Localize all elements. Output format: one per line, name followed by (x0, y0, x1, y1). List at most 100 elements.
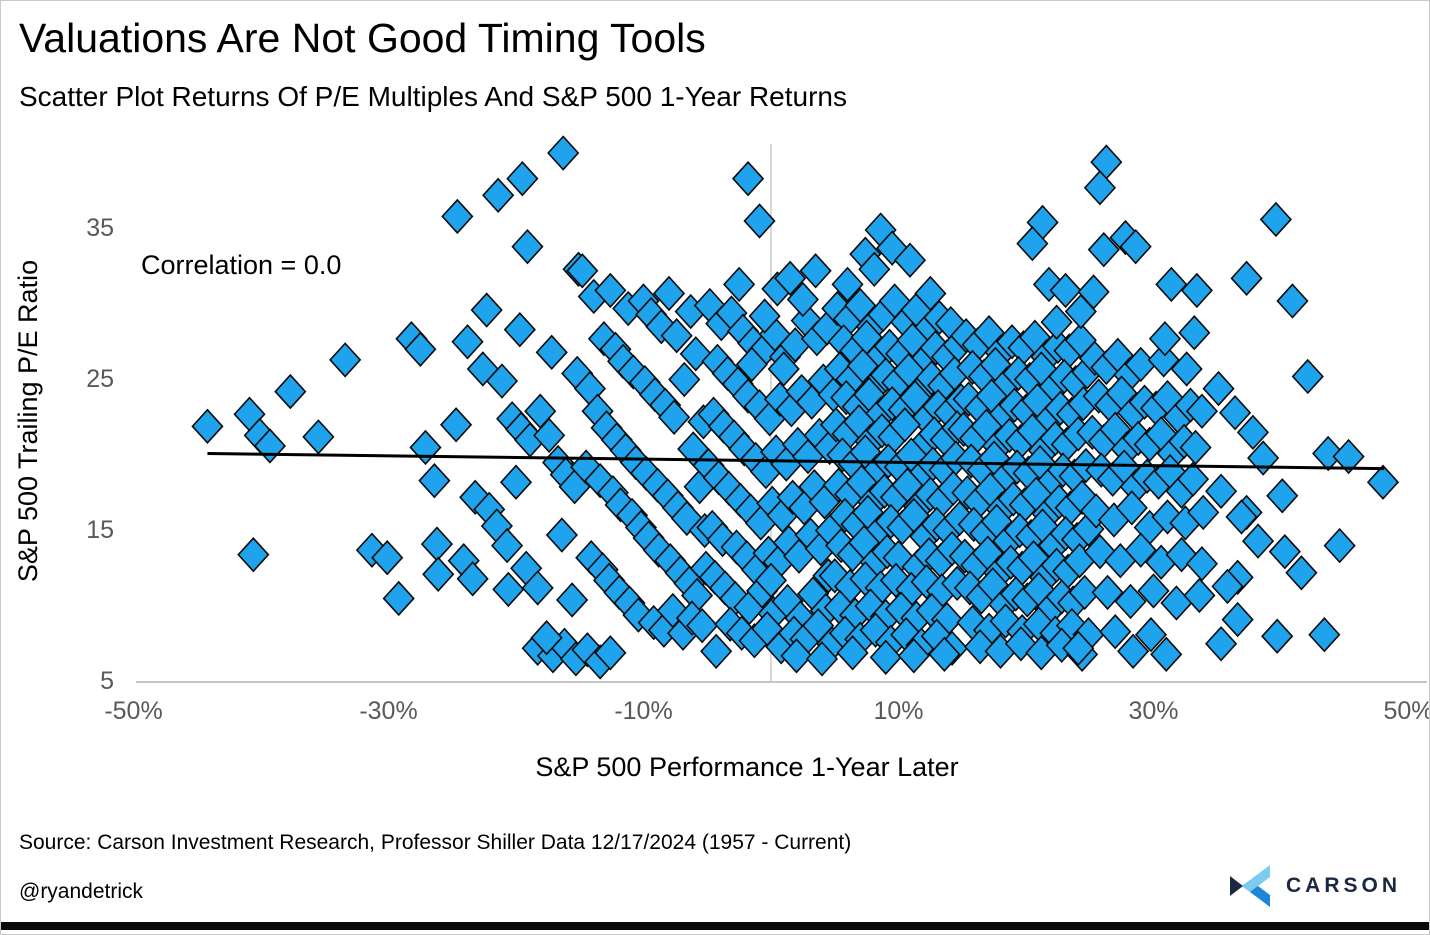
page-title: Valuations Are Not Good Timing Tools (19, 15, 706, 61)
scatter-point (799, 253, 832, 289)
scatter-point (767, 351, 800, 387)
scatter-point (1151, 499, 1184, 535)
scatter-point (470, 292, 503, 328)
scatter-point (1178, 315, 1211, 351)
scatter-point (511, 228, 544, 265)
scatter-point (1204, 473, 1238, 509)
scatter-point (897, 638, 930, 674)
scatter-point (482, 177, 515, 213)
scatter-point (1291, 358, 1324, 395)
author-handle: @ryandetrick (19, 880, 144, 903)
scatter-point (1099, 613, 1132, 650)
correlation-annotation: Correlation = 0.0 (141, 250, 341, 280)
scatter-point (1049, 272, 1082, 309)
scatter-point (533, 417, 566, 454)
scatter-point (1091, 574, 1124, 611)
scatter-point (556, 582, 589, 618)
scatter-point (893, 242, 927, 278)
x-tick-label: 30% (1128, 697, 1178, 725)
source-attribution: Source: Carson Investment Research, Prof… (19, 831, 852, 854)
scatter-point (506, 160, 539, 197)
scatter-point (1230, 260, 1263, 297)
scatter-point (1148, 321, 1182, 357)
y-tick-label: 15 (86, 516, 114, 544)
scatter-point (1259, 201, 1292, 238)
scatter-point (1150, 636, 1183, 673)
scatter-point (1185, 546, 1219, 582)
scatter-point (1185, 393, 1219, 429)
x-axis-title: S&P 500 Performance 1-Year Later (535, 752, 958, 782)
x-tick-label: -10% (614, 697, 672, 725)
scatter-point (686, 607, 719, 644)
scatter-point (1323, 527, 1356, 564)
scatter-point (1124, 532, 1157, 568)
y-axis-tick-labels: 5 15 25 35 (86, 214, 114, 695)
scatter-point (545, 517, 578, 553)
scatter-point (1170, 351, 1203, 387)
scatter-point (371, 540, 404, 576)
scatter-point (1115, 490, 1148, 526)
scatter-point (594, 635, 627, 671)
x-tick-label: 50% (1383, 697, 1430, 725)
scatter-point (1261, 618, 1294, 654)
scatter-point (1062, 630, 1095, 666)
scatter-point (1308, 617, 1341, 653)
scatter-point (668, 361, 701, 398)
scatter-point (420, 526, 454, 562)
scatter-point (735, 346, 768, 383)
scatter-point (723, 266, 756, 303)
scatter-points (191, 135, 1400, 680)
scatter-point (1176, 461, 1210, 497)
scatter-point (928, 636, 961, 673)
scatter-point (1179, 429, 1212, 466)
scatter-point (1147, 342, 1180, 378)
scatter-point (700, 633, 733, 669)
y-tick-label: 35 (86, 214, 114, 242)
scatter-point (1276, 283, 1309, 319)
scatter-point (660, 318, 693, 354)
scatter-point (237, 536, 270, 573)
scatter-point (964, 629, 997, 665)
scatter-point (743, 203, 776, 239)
scatter-point (652, 275, 686, 312)
scatter-point (418, 462, 451, 499)
scatter-point (1187, 494, 1220, 531)
scatter-point (1204, 626, 1238, 662)
scatter-point (594, 272, 627, 309)
scatter-point (535, 334, 568, 371)
scatter-point (451, 324, 484, 360)
scatter-point (731, 160, 765, 197)
carson-logo: CARSON (1228, 863, 1401, 909)
scatter-point (859, 612, 892, 648)
scatter-point (914, 275, 947, 312)
scatter-point (658, 399, 691, 435)
bottom-border-bar (1, 922, 1429, 930)
scatter-point (1221, 601, 1254, 638)
trend-line (207, 452, 1385, 471)
scatter-point (1134, 617, 1168, 653)
scatter-point (774, 260, 807, 297)
scatter-point (1114, 583, 1147, 620)
x-tick-label: 10% (873, 697, 923, 725)
y-tick-label: 25 (86, 365, 114, 393)
scatter-point (831, 266, 864, 303)
scatter-point (1068, 574, 1101, 611)
scatter-point (1268, 533, 1301, 570)
scatter-point (409, 429, 442, 466)
scatter-point (1241, 523, 1275, 559)
scatter-point (1016, 225, 1049, 262)
scatter-point (1366, 464, 1400, 500)
carson-logo-icon (1230, 865, 1270, 907)
scatter-point (1180, 272, 1213, 309)
x-tick-label: -50% (104, 697, 162, 725)
scatter-point (1083, 170, 1117, 206)
scatter-point (1312, 435, 1345, 472)
scatter-point (1119, 228, 1152, 265)
scatter-point (836, 635, 869, 671)
scatter-point (888, 407, 921, 443)
y-tick-label: 5 (100, 667, 114, 695)
scatter-point (1285, 555, 1318, 591)
scatter-point (1183, 577, 1216, 614)
scatter-point (547, 135, 580, 171)
